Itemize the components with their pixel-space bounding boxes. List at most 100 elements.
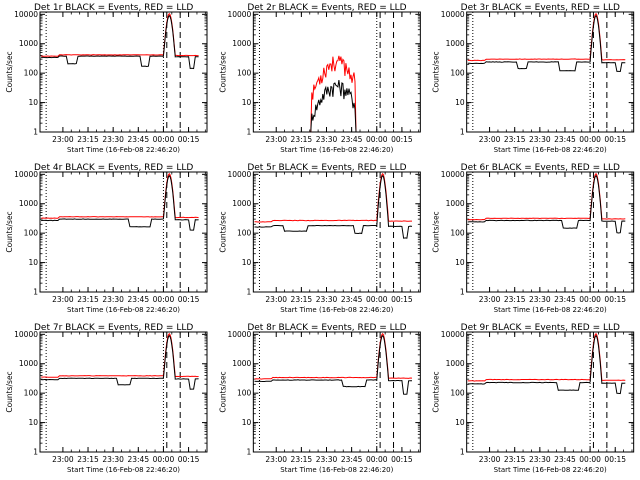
y-tick-label: 10000 bbox=[227, 330, 251, 339]
series-lld bbox=[254, 172, 412, 223]
y-tick-label: 10000 bbox=[227, 170, 251, 179]
y-tick-label: 10 bbox=[28, 258, 38, 267]
y-tick-label: 100 bbox=[237, 229, 252, 238]
x-tick-label: 00:15 bbox=[604, 295, 626, 304]
y-tick-label: 10000 bbox=[14, 170, 38, 179]
x-tick-label: 00:15 bbox=[178, 295, 200, 304]
y-tick-label: 100 bbox=[450, 69, 465, 78]
y-tick-label: 10000 bbox=[441, 330, 465, 339]
y-tick-label: 10000 bbox=[441, 10, 465, 19]
x-tick-label: 00:15 bbox=[178, 135, 200, 144]
panel-det-5: Det 5r BLACK = Events, RED = LLD 1 10 100 10… bbox=[218, 163, 421, 314]
x-tick-label: 00:00 bbox=[579, 455, 601, 464]
y-tick-label: 1000 bbox=[19, 39, 38, 48]
panel-title: Det 7r BLACK = Events, RED = LLD bbox=[34, 323, 193, 333]
x-tick-label: 00:00 bbox=[366, 295, 388, 304]
series-lld bbox=[467, 12, 626, 62]
y-axis-label: Counts/sec bbox=[218, 371, 227, 412]
x-tick-label: 23:15 bbox=[77, 135, 99, 144]
x-tick-label: 23:30 bbox=[316, 295, 338, 304]
y-tick-label: 1000 bbox=[19, 199, 38, 208]
y-tick-label: 1000 bbox=[446, 359, 465, 368]
series-events bbox=[41, 334, 199, 390]
x-tick-label: 23:15 bbox=[291, 295, 313, 304]
y-axis-label: Counts/sec bbox=[5, 211, 14, 252]
x-tick-label: 23:30 bbox=[316, 455, 338, 464]
y-tick-label: 10 bbox=[455, 258, 465, 267]
y-tick-label: 10 bbox=[242, 418, 252, 427]
y-axis-label: Counts/sec bbox=[5, 371, 14, 412]
x-tick-label: 23:15 bbox=[291, 455, 313, 464]
x-tick-label: 23:45 bbox=[127, 295, 149, 304]
x-tick-label: 00:15 bbox=[604, 455, 626, 464]
y-tick-label: 1 bbox=[33, 128, 38, 137]
x-tick-label: 23:30 bbox=[529, 295, 551, 304]
x-tick-label: 00:00 bbox=[153, 295, 175, 304]
x-axis-label: Start Time (16-Feb-08 22:46:20) bbox=[494, 146, 607, 154]
x-tick-label: 23:30 bbox=[316, 135, 338, 144]
series-events bbox=[467, 174, 626, 234]
x-tick-label: 23:00 bbox=[265, 455, 287, 464]
y-tick-label: 1 bbox=[247, 448, 252, 457]
plot-frame bbox=[39, 171, 208, 293]
panel-title: Det 5r BLACK = Events, RED = LLD bbox=[247, 163, 406, 173]
panel-title: Det 1r BLACK = Events, RED = LLD bbox=[34, 3, 193, 13]
panel-det-3: Det 3r BLACK = Events, RED = LLD 1 10 100 10… bbox=[432, 3, 635, 154]
x-tick-label: 23:45 bbox=[341, 135, 363, 144]
x-tick-label: 23:45 bbox=[341, 455, 363, 464]
series-events bbox=[254, 174, 413, 239]
y-tick-label: 10 bbox=[242, 258, 252, 267]
y-tick-label: 10000 bbox=[14, 330, 38, 339]
series-events bbox=[467, 14, 626, 73]
x-tick-label: 23:00 bbox=[265, 135, 287, 144]
panel-title: Det 3r BLACK = Events, RED = LLD bbox=[461, 3, 620, 13]
x-tick-label: 23:45 bbox=[341, 295, 363, 304]
x-tick-label: 23:30 bbox=[529, 135, 551, 144]
x-tick-label: 23:00 bbox=[479, 455, 501, 464]
x-tick-label: 23:15 bbox=[77, 295, 99, 304]
x-tick-label: 23:00 bbox=[479, 135, 501, 144]
x-tick-label: 00:00 bbox=[366, 135, 388, 144]
plot-frame bbox=[466, 171, 635, 293]
y-tick-label: 1 bbox=[33, 288, 38, 297]
y-tick-label: 1 bbox=[460, 128, 465, 137]
y-tick-label: 1000 bbox=[446, 39, 465, 48]
x-tick-label: 23:00 bbox=[52, 135, 74, 144]
series-lld bbox=[309, 55, 357, 133]
plot-frame bbox=[39, 11, 208, 133]
panel-det-9: Det 9r BLACK = Events, RED = LLD 1 10 100 10… bbox=[432, 323, 635, 474]
panel-det-4: Det 4r BLACK = Events, RED = LLD 1 10 100 10… bbox=[5, 163, 208, 314]
y-tick-label: 1000 bbox=[19, 359, 38, 368]
x-tick-label: 00:00 bbox=[579, 135, 601, 144]
x-axis-label: Start Time (16-Feb-08 22:46:20) bbox=[494, 306, 607, 314]
x-axis-label: Start Time (16-Feb-08 22:46:20) bbox=[280, 466, 393, 474]
x-tick-label: 00:00 bbox=[153, 135, 175, 144]
x-axis-label: Start Time (16-Feb-08 22:46:20) bbox=[67, 466, 180, 474]
x-axis-label: Start Time (16-Feb-08 22:46:20) bbox=[280, 306, 393, 314]
x-tick-label: 23:45 bbox=[127, 455, 149, 464]
y-tick-label: 1000 bbox=[232, 199, 251, 208]
y-tick-label: 10 bbox=[28, 98, 38, 107]
y-tick-label: 10 bbox=[455, 418, 465, 427]
y-tick-label: 10000 bbox=[227, 10, 251, 19]
plot-frame bbox=[466, 11, 635, 133]
y-axis-label: Counts/sec bbox=[218, 51, 227, 92]
y-tick-label: 100 bbox=[24, 69, 39, 78]
y-tick-label: 100 bbox=[450, 389, 465, 398]
x-tick-label: 00:00 bbox=[579, 295, 601, 304]
y-tick-label: 1 bbox=[247, 288, 252, 297]
x-axis-label: Start Time (16-Feb-08 22:46:20) bbox=[67, 306, 180, 314]
panel-det-7: Det 7r BLACK = Events, RED = LLD 1 10 100 10… bbox=[5, 323, 208, 474]
series-events bbox=[41, 14, 199, 70]
x-tick-label: 23:15 bbox=[504, 135, 526, 144]
x-tick-label: 00:15 bbox=[391, 455, 413, 464]
panel-title: Det 4r BLACK = Events, RED = LLD bbox=[34, 163, 193, 173]
x-tick-label: 00:00 bbox=[153, 455, 175, 464]
y-axis-label: Counts/sec bbox=[432, 211, 441, 252]
x-tick-label: 23:45 bbox=[554, 135, 576, 144]
y-tick-label: 10 bbox=[455, 98, 465, 107]
y-tick-label: 100 bbox=[24, 389, 39, 398]
y-tick-label: 10 bbox=[242, 98, 252, 107]
plot-frame bbox=[252, 11, 421, 133]
